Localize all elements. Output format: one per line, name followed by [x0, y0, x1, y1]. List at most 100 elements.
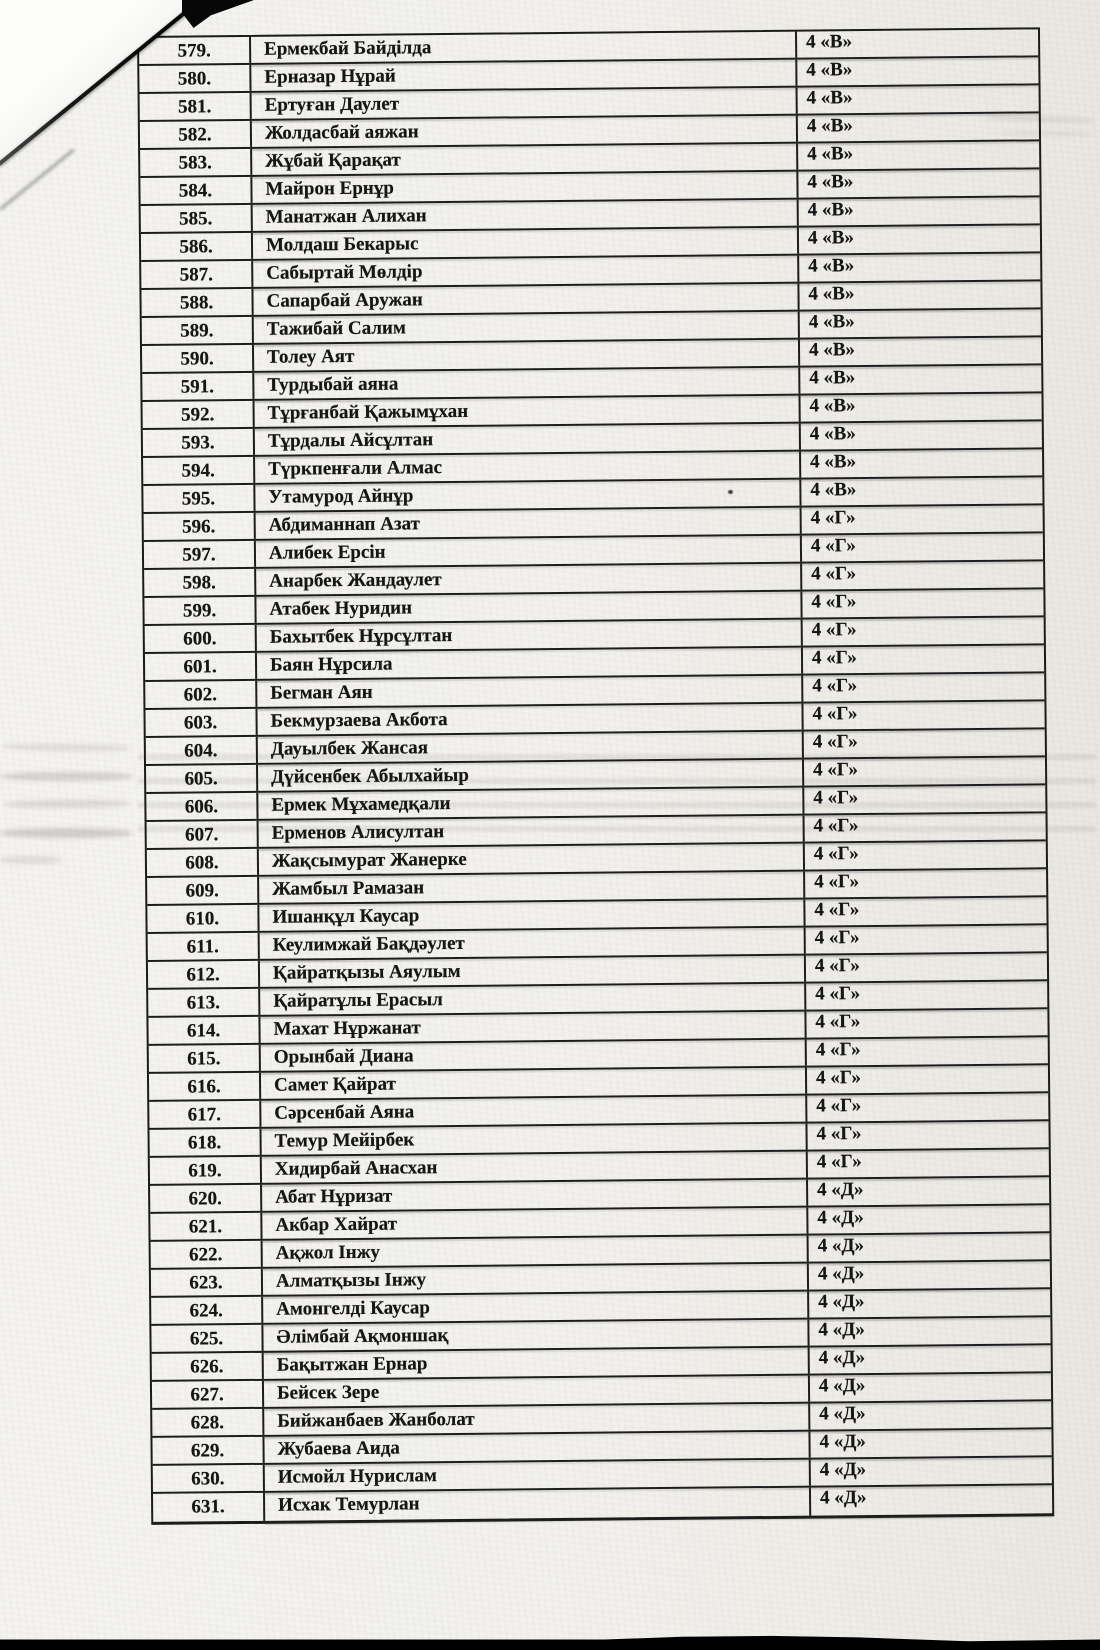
class-label: 4 «В»	[806, 115, 853, 137]
margin-smudge	[0, 856, 62, 864]
row-number: 619.	[149, 1156, 263, 1184]
student-name: Бийжанбаев Жанболат	[264, 1403, 811, 1435]
student-name: Ерменов Алисултан	[258, 815, 805, 847]
row-number: 590.	[141, 344, 255, 372]
class-label: 4 «В»	[805, 31, 853, 53]
row-number: 624.	[151, 1296, 264, 1324]
class-label: 4 «Г»	[814, 955, 860, 977]
row-number: 601.	[144, 652, 258, 680]
class-label: 4 «Г»	[812, 759, 859, 781]
class-label: 4 «В»	[807, 143, 854, 165]
student-name: Тұрғанбай Қажымұхан	[254, 395, 801, 427]
student-name: Әлімбай Ақмоншақ	[263, 1319, 810, 1351]
student-name: Баян Нұрсила	[256, 647, 804, 679]
student-name: Бейсек Зере	[263, 1375, 811, 1407]
row-number: 585.	[140, 204, 253, 232]
row-number: 608.	[146, 848, 260, 876]
row-number: 628.	[152, 1408, 265, 1436]
margin-smudge	[0, 772, 133, 781]
row-number: 596.	[143, 512, 256, 540]
row-number: 584.	[140, 176, 253, 204]
class-label: 4 «Д»	[817, 1207, 864, 1229]
row-number: 580.	[139, 64, 252, 92]
class-label: 4 «Г»	[812, 703, 858, 725]
class-label: 4 «Г»	[811, 619, 857, 641]
class-label: 4 «Г»	[816, 1095, 862, 1117]
class-label: 4 «Г»	[814, 871, 860, 893]
class-label: 4 «В»	[810, 451, 857, 473]
class-label: 4 «В»	[810, 479, 857, 501]
student-name: Түркпенғали Алмас	[255, 451, 802, 483]
row-number: 605.	[146, 764, 259, 792]
class-label: 4 «Г»	[810, 535, 856, 557]
student-name: Хидирбай Анасхан	[261, 1151, 808, 1183]
class-label: 4 «Д»	[817, 1263, 865, 1285]
row-number: 592.	[142, 400, 255, 428]
row-number: 604.	[145, 736, 258, 764]
row-number: 622.	[150, 1240, 263, 1268]
class-label: 4 «Д»	[818, 1375, 866, 1397]
row-number: 616.	[148, 1072, 262, 1100]
row-number: 606.	[146, 792, 259, 820]
student-name: Жолдасбай аяжан	[251, 115, 799, 147]
student-name: Кеулимжай Бақдәулет	[259, 927, 806, 959]
row-number: 613.	[148, 988, 261, 1016]
row-number: 631.	[152, 1492, 266, 1522]
row-number: 625.	[151, 1324, 264, 1352]
student-name: Акбар Хайрат	[262, 1207, 809, 1239]
class-label: 4 «Д»	[818, 1347, 866, 1369]
class-label: 4 «Д»	[818, 1291, 865, 1313]
row-number: 600.	[144, 624, 257, 652]
class-label: 4 «Г»	[815, 1039, 861, 1061]
student-name: Сабыртай Мөлдір	[253, 255, 800, 287]
row-number: 623.	[150, 1268, 264, 1296]
scanner-gap-wedge	[182, 0, 254, 28]
row-number: 626.	[151, 1352, 264, 1380]
class-label: 4 «Г»	[810, 507, 856, 529]
student-name: Турдыбай аяна	[254, 367, 801, 399]
row-number: 591.	[142, 372, 255, 400]
student-name: Орынбай Диана	[260, 1039, 807, 1071]
student-name: Ермекбай Байділда	[251, 31, 798, 63]
student-name: Анарбек Жандаулет	[256, 563, 803, 595]
student-name: Жұбай Қарақат	[252, 143, 799, 175]
row-number: 595.	[143, 484, 256, 512]
ink-speck	[728, 490, 733, 494]
class-label: 4 «Г»	[816, 1151, 862, 1173]
student-name: Ерназар Нұрай	[251, 59, 798, 91]
class-label: 4 «Г»	[814, 899, 860, 921]
row-number: 593.	[142, 428, 256, 456]
row-number: 589.	[141, 316, 254, 344]
row-number: 587.	[141, 260, 254, 288]
class-label: 4 «Г»	[815, 1067, 862, 1089]
row-number: 614.	[148, 1016, 261, 1044]
row-number: 610.	[147, 904, 260, 932]
student-name: Қайратқызы Аяулым	[259, 955, 807, 987]
student-name: Сәрсенбай Аяна	[261, 1095, 808, 1127]
student-name: Бахытбек Нұрсұлтан	[256, 619, 803, 651]
row-number: 621.	[150, 1212, 263, 1240]
student-name: Ермек Мұхамедқали	[258, 787, 805, 819]
class-label: 4 «В»	[806, 87, 853, 109]
class-label: 4 «Г»	[813, 815, 859, 837]
row-number: 627.	[151, 1380, 265, 1408]
row-number: 586.	[140, 232, 254, 260]
class-label: 4 «В»	[806, 59, 853, 81]
student-name: Темур Мейірбек	[261, 1123, 808, 1155]
student-name: Бекмурзаева Акбота	[257, 703, 804, 735]
student-name: Исхак Темурлан	[264, 1487, 812, 1521]
student-name: Махат Нұржанат	[260, 1011, 807, 1043]
student-name: Жамбыл Рамазан	[259, 871, 806, 903]
student-name: Алматқызы Інжу	[262, 1263, 810, 1295]
class-label: 4 «В»	[808, 311, 855, 333]
class-label: 4 «Д»	[819, 1431, 866, 1453]
class-label: 4 «Д»	[819, 1403, 866, 1425]
student-name: Абат Нұризат	[262, 1179, 809, 1211]
class-label: 4 «Д»	[819, 1459, 867, 1481]
row-number: 603.	[145, 708, 258, 736]
student-name: Ертуған Даулет	[251, 87, 798, 119]
student-name: Сапарбай Аружан	[253, 283, 800, 315]
student-name: Толеу Аят	[253, 339, 801, 371]
row-number: 588.	[141, 288, 254, 316]
row-number: 583.	[140, 148, 253, 176]
